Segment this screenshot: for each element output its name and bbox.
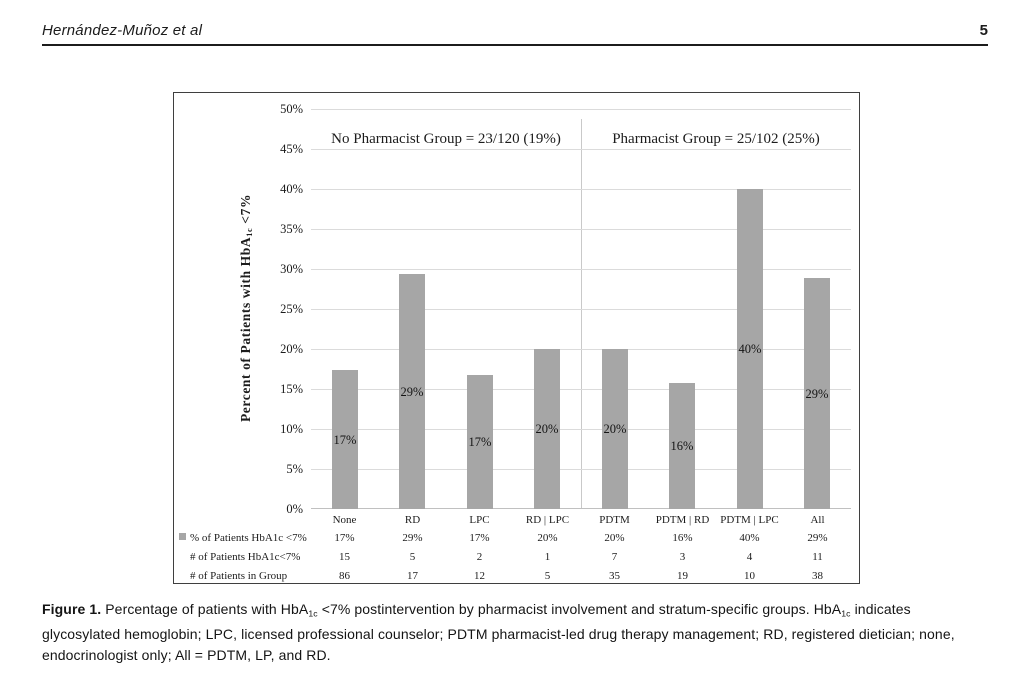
table-cell: 1 — [544, 551, 551, 563]
category-label: PDTM | LPC — [720, 514, 779, 526]
y-tick-label: 25% — [280, 302, 303, 316]
bar-rd — [399, 274, 425, 509]
group-divider-line — [581, 119, 582, 509]
gridline-35 — [311, 229, 851, 230]
table-cell: 2 — [476, 551, 483, 563]
category-label: PDTM | RD — [655, 514, 710, 526]
caption-subscript-2: 1c — [841, 608, 851, 619]
category-label: None — [332, 514, 357, 526]
bar-lpc — [467, 375, 493, 509]
legend-marker-icon — [179, 533, 186, 540]
gridline-45 — [311, 149, 851, 150]
bar-rd-lpc — [534, 349, 560, 509]
table-cell: 38 — [812, 570, 823, 582]
bar-value-label: 16% — [670, 439, 694, 453]
bar-value-label: 20% — [603, 422, 627, 436]
caption-subscript-1: 1c — [308, 608, 318, 619]
table-cell: 12 — [474, 570, 485, 582]
table-row-label-text: # of Patients HbA1c<7% — [190, 551, 301, 563]
y-tick-label: 0% — [286, 502, 303, 516]
running-head-authors: Hernández-Muñoz et al — [42, 22, 203, 39]
table-cell: 3 — [679, 551, 686, 563]
bar-value-label: 17% — [333, 433, 357, 447]
y-tick-label: 15% — [280, 382, 303, 396]
page-number: 5 — [979, 22, 988, 39]
table-cell: 15 — [339, 551, 350, 563]
table-cell: 19 — [677, 570, 688, 582]
table-cell: 17% — [469, 532, 490, 544]
y-tick-label: 50% — [280, 102, 303, 116]
category-label: PDTM — [599, 514, 630, 526]
y-tick-label: 30% — [280, 262, 303, 276]
y-axis-title: Percent of Patients with HbA1c <7% — [238, 194, 254, 422]
table-cell: 7 — [611, 551, 618, 563]
group-annotation-pharmacist: Pharmacist Group = 25/102 (25%) — [612, 131, 820, 147]
y-axis-title-text: Percent of Patients with HbA — [237, 236, 253, 423]
table-cell: 86 — [339, 570, 350, 582]
category-label: LPC — [469, 514, 490, 526]
gridline-0 — [311, 508, 851, 509]
table-cell: 16% — [672, 532, 693, 544]
bar-all — [804, 278, 830, 509]
table-cell: 29% — [402, 532, 423, 544]
bar-value-label: 29% — [805, 387, 829, 401]
bar-value-label: 17% — [468, 435, 492, 449]
caption-text-1: Percentage of patients with HbA — [101, 601, 309, 617]
running-head: Hernández-Muñoz et al 5 — [42, 22, 988, 46]
bar-value-label: 29% — [400, 385, 424, 399]
gridline-30 — [311, 269, 851, 270]
table-cell: 17% — [334, 532, 355, 544]
bar-pdtm — [602, 349, 628, 509]
y-tick-label: 35% — [280, 222, 303, 236]
table-cell: 29% — [807, 532, 828, 544]
bar-pdtm-lpc — [737, 189, 763, 509]
table-cell: 17 — [407, 570, 418, 582]
table-cell: 4 — [746, 551, 753, 563]
category-label: All — [810, 514, 825, 526]
data-table: None RD LPC RD | LPC PDTM PDTM | RD PDTM | LPC… — [174, 509, 858, 583]
y-tick-label: 5% — [286, 462, 303, 476]
figure-frame: Percent of Patients with HbA1c <7% No Ph… — [173, 92, 860, 584]
gridline-25 — [311, 309, 851, 310]
table-cell: 35 — [609, 570, 620, 582]
table-cell: 40% — [739, 532, 760, 544]
y-tick-label: 45% — [280, 142, 303, 156]
bar-pdtm-rd — [669, 383, 695, 509]
bar-none — [332, 370, 358, 509]
table-row-label: # of Patients in Group — [179, 569, 311, 584]
table-row-label: % of Patients HbA1c <7% — [179, 531, 311, 546]
table-cell: 11 — [812, 551, 823, 563]
y-tick-label: 10% — [280, 422, 303, 436]
gridline-40 — [311, 189, 851, 190]
gridline-20 — [311, 349, 851, 350]
table-cell: 20% — [537, 532, 558, 544]
table-cell: 10 — [744, 570, 755, 582]
figure-caption-label: Figure 1. — [42, 601, 102, 617]
category-label: RD | LPC — [525, 514, 570, 526]
bar-value-label: 40% — [738, 342, 762, 356]
group-annotation-no-pharmacist: No Pharmacist Group = 23/120 (19%) — [331, 131, 561, 147]
caption-text-3: indicates glycosylated hemoglobin; LPC, … — [42, 601, 955, 664]
gridline-15 — [311, 389, 851, 390]
table-cell: 5 — [544, 570, 551, 582]
figure-caption: Figure 1. Percentage of patients with Hb… — [42, 599, 988, 666]
y-axis-title-suffix: <7% — [237, 193, 253, 228]
category-label: RD — [404, 514, 421, 526]
table-row-label: # of Patients HbA1c<7% — [179, 550, 311, 565]
table-cell: 5 — [409, 551, 416, 563]
plot-area: No Pharmacist Group = 23/120 (19%) Pharm… — [280, 102, 851, 516]
gridline-10 — [311, 429, 851, 430]
table-cell: 20% — [604, 532, 625, 544]
y-tick-label: 20% — [280, 342, 303, 356]
y-tick-label: 40% — [280, 182, 303, 196]
caption-text-2: <7% postintervention by pharmacist invol… — [317, 601, 842, 617]
bar-value-label: 20% — [535, 422, 559, 436]
gridline-50 — [311, 109, 851, 110]
table-row-label-text: # of Patients in Group — [190, 570, 288, 582]
table-row-label-text: % of Patients HbA1c <7% — [190, 532, 307, 544]
gridline-5 — [311, 469, 851, 470]
